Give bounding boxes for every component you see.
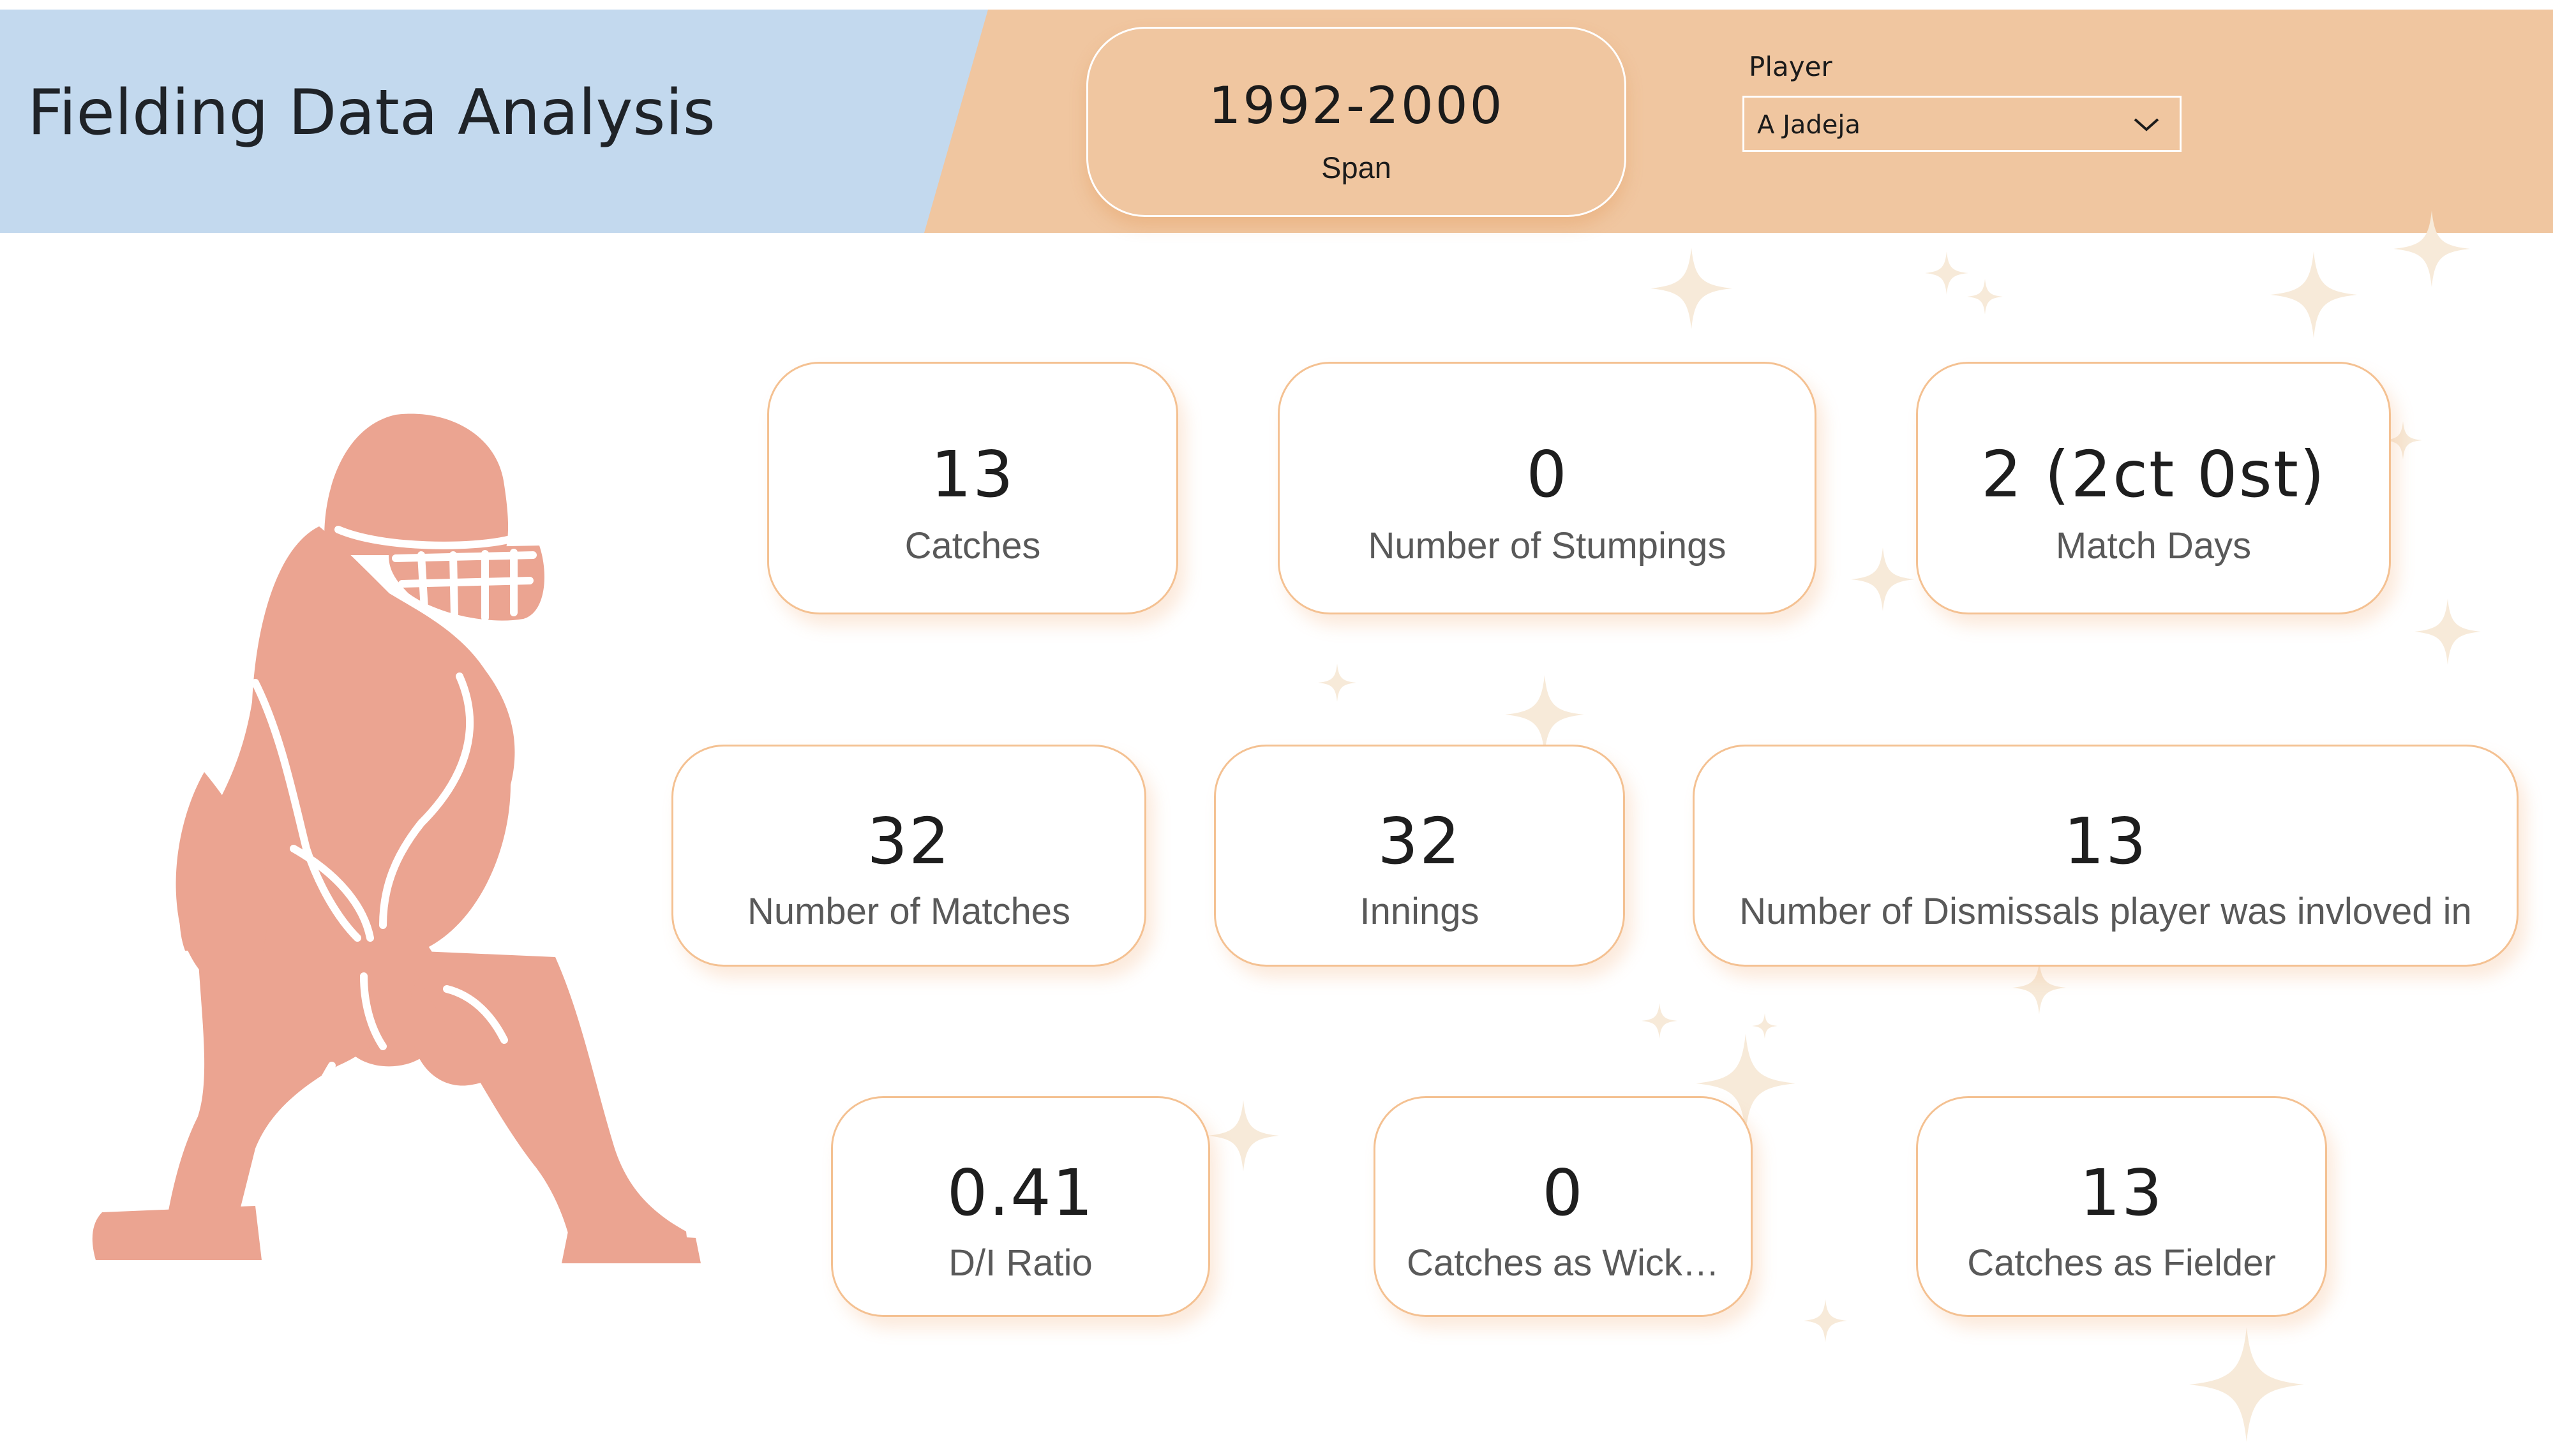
kpi-label: Number of Stumpings [1368,525,1726,567]
kpi-label: Match Days [2055,525,2252,567]
kpi-label: D/I Ratio [948,1242,1093,1284]
kpi-card-matches: 32 Number of Matches [671,745,1146,967]
kpi-label: Number of Matches [747,891,1071,932]
sparkle-icon [2189,1327,2304,1442]
kpi-value: 13 [931,437,1015,512]
sparkle-icon [1651,248,1732,329]
kpi-label: Innings [1359,891,1479,932]
kpi-value: 0.41 [947,1155,1095,1230]
kpi-value: 2 (2ct 0st) [1981,437,2326,512]
kpi-card-catches-wicketkeeper: 0 Catches as Wick… [1374,1096,1753,1317]
kpi-label: Catches as Fielder [1967,1242,2276,1284]
sparkle-icon [1925,251,1968,295]
sparkle-icon [1642,1003,1677,1039]
top-strip [0,0,2553,10]
sparkle-icon [1752,1013,1778,1039]
title-band [0,10,988,233]
span-card: 1992-2000 Span [1086,27,1626,217]
kpi-card-dismissals: 13 Number of Dismissals player was invlo… [1693,745,2519,967]
kpi-card-catches-fielder: 13 Catches as Fielder [1916,1096,2327,1317]
kpi-value: 0 [1542,1155,1584,1230]
player-dropdown-value: A Jadeja [1757,110,1861,140]
sparkle-icon [2012,961,2066,1014]
kpi-value: 32 [1377,804,1462,879]
player-dropdown[interactable]: A Jadeja [1742,96,2182,152]
kpi-card-stumpings: 0 Number of Stumpings [1278,362,1816,614]
kpi-value: 32 [867,804,951,879]
sparkle-icon [2414,598,2481,665]
kpi-card-catches: 13 Catches [767,362,1178,614]
kpi-card-di-ratio: 0.41 D/I Ratio [831,1096,1210,1317]
kpi-label: Number of Dismissals player was invloved… [1739,891,2472,932]
page-title: Fielding Data Analysis [27,77,715,149]
span-value: 1992-2000 [1208,76,1504,135]
wicketkeeper-figure [92,413,701,1263]
sparkle-icon [1318,664,1356,702]
sparkle-icon [1851,547,1915,611]
sparkle-icon [1804,1299,1847,1342]
kpi-card-innings: 32 Innings [1214,745,1625,967]
kpi-label: Catches as Wick… [1407,1242,1719,1284]
kpi-value: 0 [1526,437,1568,512]
sparkle-icon [1967,279,2003,315]
chevron-down-icon [2134,118,2159,131]
kpi-label: Catches [904,525,1041,567]
kpi-card-match-days: 2 (2ct 0st) Match Days [1916,362,2391,614]
kpi-value: 13 [2079,1155,2164,1230]
sparkle-icon [2270,251,2357,338]
span-label: Span [1321,151,1391,184]
sparkle-icon [1505,675,1584,754]
sparkle-icon [1208,1100,1279,1171]
player-filter-label: Player [1749,51,1832,82]
kpi-value: 13 [2063,804,2148,879]
